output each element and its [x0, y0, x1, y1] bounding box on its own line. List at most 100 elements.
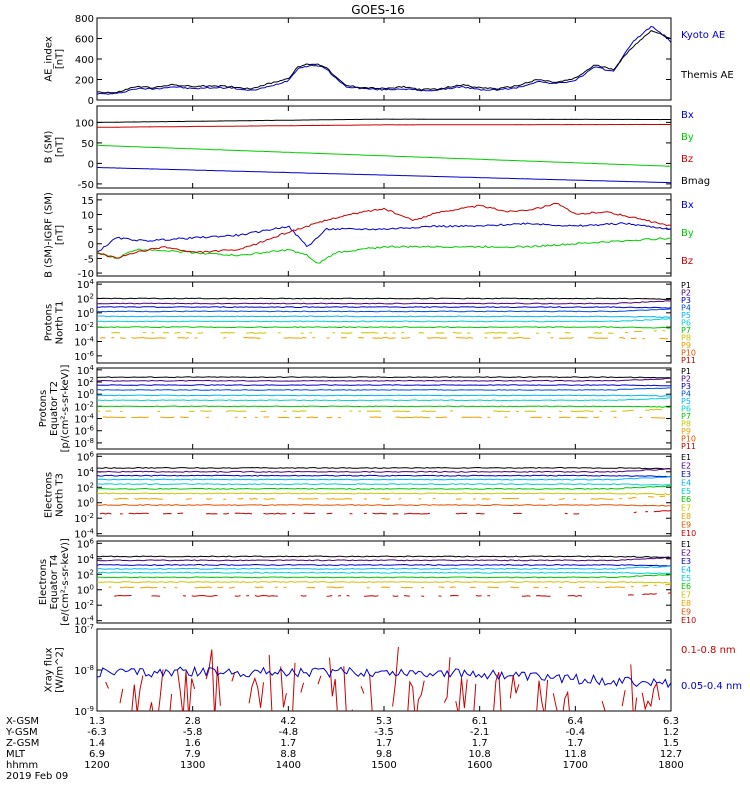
legend-label: P6	[681, 405, 691, 414]
series-group	[97, 202, 671, 264]
y-tick-label: 800	[75, 14, 94, 25]
series-line	[97, 222, 671, 253]
y-tick-label: 10	[81, 211, 94, 222]
y-tick-label: 10-8	[74, 664, 94, 677]
y-tick-label: 10-9	[74, 705, 94, 718]
y-tick-label: -10	[78, 269, 94, 280]
legend-label: E4	[681, 478, 691, 487]
y-axis-label: B (SM)	[44, 130, 55, 163]
series-line	[97, 306, 671, 309]
legend-label: E5	[681, 574, 691, 583]
ephemeris-value: 2.8	[185, 716, 201, 727]
y-axis-label: Equator T2	[49, 381, 60, 436]
panel-bdiff: B (SM)-IGRF (SM) [nT] 15 10 5 0 -5 -10 Bx By Bz	[44, 192, 694, 280]
series-line	[97, 556, 671, 562]
ephemeris-value: 1600	[467, 760, 492, 771]
y-tick-label: 102	[77, 292, 94, 305]
legend-label: By	[681, 228, 694, 239]
ephemeris-row-label: Z-GSM	[6, 738, 39, 749]
legend-label: E3	[681, 557, 691, 566]
y-axis-label: Xray flux	[44, 648, 55, 693]
legend-label: P5	[681, 311, 691, 320]
ephemeris-value: 1.7	[280, 738, 296, 749]
y-tick-label: 10-4	[74, 413, 94, 426]
legend-label: E3	[681, 470, 691, 479]
legend-label: E5	[681, 487, 691, 496]
legend-label: E1	[681, 540, 691, 549]
y-axis-label: [W/m^2]	[55, 647, 66, 693]
y-tick-label: 10-2	[74, 321, 94, 334]
y-tick-label: 100	[77, 307, 94, 320]
ephemeris-value: 1.2	[663, 727, 679, 738]
series-line	[97, 476, 671, 481]
series-line	[97, 25, 671, 95]
y-tick-label: 100	[77, 584, 94, 597]
ephemeris-value: 11.8	[564, 749, 586, 760]
series-line	[97, 394, 671, 397]
y-axis-label: [nT]	[55, 225, 66, 245]
y-axis-label: Electrons	[38, 559, 49, 605]
legend-label: Bz	[681, 154, 693, 165]
y-tick-label: 200	[75, 76, 94, 87]
legend-label: P3	[681, 382, 691, 391]
ephemeris-value: 6.9	[89, 749, 105, 760]
series-line	[97, 504, 671, 507]
legend-label: Bx	[681, 110, 694, 121]
y-tick-label: 100	[77, 388, 94, 401]
ephemeris-value: 6.4	[567, 716, 583, 727]
series-line	[97, 326, 671, 329]
y-axis-label: B (SM)-IGRF (SM)	[44, 192, 55, 278]
series-line	[102, 416, 666, 419]
y-tick-label: 0	[88, 159, 94, 170]
series-line	[97, 492, 671, 496]
panel-protons_t2: Protons Equator T2 [p/(cm²-s-sr-keV)] 10410…	[38, 364, 696, 453]
plot-date: 2019 Feb 09	[6, 771, 68, 782]
series-group	[97, 466, 671, 515]
ephemeris-value: 12.7	[660, 749, 682, 760]
legend-label: 0.05-0.4 nm	[681, 681, 742, 692]
legend-label: P5	[681, 397, 691, 406]
ephemeris-value: 1500	[371, 760, 396, 771]
ephemeris-value: 1.5	[663, 738, 679, 749]
y-tick-label: 106	[77, 537, 95, 550]
y-tick-label: 0	[88, 96, 94, 107]
legend-label: P2	[681, 375, 691, 384]
series-line	[97, 384, 671, 387]
y-tick-label: 10-2	[74, 512, 94, 525]
ephemeris-value: 1200	[84, 760, 109, 771]
legend-label: 0.1-0.8 nm	[681, 645, 736, 656]
series-group	[97, 555, 671, 597]
series-line	[97, 123, 671, 128]
series-line	[114, 592, 671, 597]
panel-frame	[96, 453, 672, 537]
legend-label: P7	[681, 326, 691, 335]
ephemeris-value: 7.9	[185, 749, 201, 760]
ephemeris-value: -0.4	[566, 727, 586, 738]
series-line	[97, 468, 671, 473]
legend-label: P2	[681, 289, 691, 298]
y-tick-label: 104	[77, 364, 95, 377]
series-line	[97, 300, 671, 305]
y-tick-label: 104	[77, 553, 95, 566]
y-tick-label: 102	[77, 481, 94, 494]
series-line	[97, 118, 671, 123]
series-line	[97, 405, 671, 408]
y-tick-label: 100	[77, 497, 94, 510]
series-line	[97, 474, 671, 478]
ephemeris-value: 1400	[276, 760, 301, 771]
legend-label: P10	[681, 349, 696, 358]
panel-frame	[96, 281, 672, 364]
ephemeris-row-label: hhmm	[6, 760, 38, 771]
ephemeris-value: 4.2	[280, 716, 296, 727]
legend-label: E6	[681, 582, 691, 591]
legend-label: E9	[681, 608, 691, 617]
ephemeris-value: 6.3	[663, 716, 679, 727]
panel-bsm: B (SM) [nT] 100 50 0 -50 Bx By Bz Bmag	[44, 105, 710, 191]
panel-frame	[96, 193, 672, 277]
series-line	[97, 377, 671, 382]
y-tick-label: -5	[84, 254, 94, 265]
y-tick-label: 10-6	[74, 350, 94, 363]
legend-label: E10	[681, 529, 696, 538]
series-line	[97, 574, 671, 579]
legend-label: By	[681, 132, 694, 143]
